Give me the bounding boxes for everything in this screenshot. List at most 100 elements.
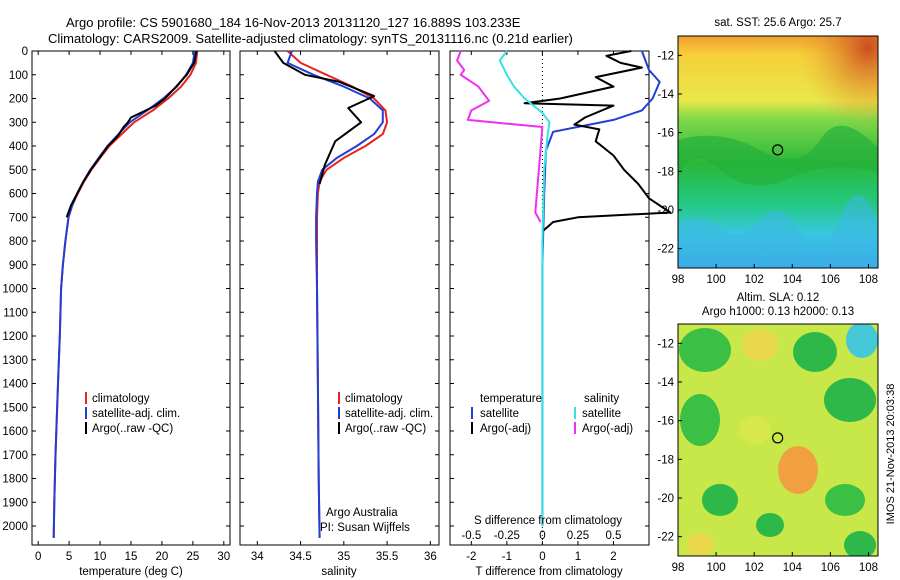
salinity-x-label: salinity bbox=[321, 566, 356, 578]
x-tick-label: -1 bbox=[502, 551, 512, 563]
sla-blob bbox=[846, 324, 878, 358]
map-x-tick-label: 100 bbox=[707, 562, 726, 574]
sla-blob bbox=[756, 513, 784, 537]
x-tick-label: 30 bbox=[217, 551, 230, 563]
header-line-1: Argo profile: CS 5901680_184 16-Nov-2013… bbox=[66, 15, 521, 30]
legend-swatch-satellite bbox=[338, 407, 340, 419]
legend-swatch-climatology bbox=[85, 392, 87, 404]
map-x-tick-label: 102 bbox=[745, 274, 764, 286]
y-tick-label: 1900 bbox=[2, 497, 28, 509]
y-tick-label: 1500 bbox=[2, 402, 28, 414]
sla-blob bbox=[702, 484, 738, 516]
y-tick-label: 300 bbox=[9, 117, 28, 129]
map-y-tick-label: -18 bbox=[657, 454, 674, 466]
top-tick-label: -0.25 bbox=[494, 530, 520, 542]
x-tick-label: 0 bbox=[35, 551, 41, 563]
legend-label-argo: Argo(..raw -QC) bbox=[345, 423, 426, 435]
map-x-tick-label: 106 bbox=[821, 274, 840, 286]
difference-legend: temperature satellite Argo(-adj) salinit… bbox=[471, 393, 633, 435]
map-y-tick-label: -22 bbox=[657, 532, 674, 544]
sla-blob bbox=[778, 446, 818, 494]
y-tick-label: 100 bbox=[9, 70, 28, 82]
top-tick-label: 0.25 bbox=[567, 530, 589, 542]
map-x-tick-label: 108 bbox=[859, 562, 878, 574]
legend-label-sal-satellite: satellite bbox=[582, 408, 621, 420]
x-tick-label: -2 bbox=[466, 551, 476, 563]
y-tick-label: 0 bbox=[22, 46, 28, 58]
y-tick-label: 1800 bbox=[2, 474, 28, 486]
map-x-tick-label: 104 bbox=[783, 274, 803, 286]
legend-label-satellite: satellite-adj. clim. bbox=[92, 408, 180, 420]
x-tick-label: 2 bbox=[610, 551, 616, 563]
sla-map-frame bbox=[677, 323, 879, 557]
series-line-argo-raw-qc- bbox=[273, 50, 376, 185]
y-tick-label: 700 bbox=[9, 212, 28, 224]
x-tick-label: 1 bbox=[575, 551, 581, 563]
header-line-2: Climatology: CARS2009. Satellite-adjuste… bbox=[48, 31, 573, 46]
legend-label-argo: Argo(..raw -QC) bbox=[92, 423, 173, 435]
y-tick-label: 1400 bbox=[2, 379, 28, 391]
sla-map-subtitle: Argo h1000: 0.13 h2000: 0.13 bbox=[702, 306, 854, 318]
salinity-legend: climatology satellite-adj. clim. Argo(..… bbox=[320, 392, 433, 534]
legend-swatch-temp-argo bbox=[471, 422, 473, 434]
x-tick-label: 34 bbox=[251, 551, 264, 563]
map-y-tick-label: -16 bbox=[657, 128, 674, 140]
legend-swatch-sal-argo bbox=[574, 422, 576, 434]
difference-panel-frame bbox=[449, 50, 650, 546]
x-tick-label: 34.5 bbox=[289, 551, 311, 563]
sst-map: sat. SST: 25.6 Argo: 25.7 98 100 102 104 106… bbox=[657, 17, 879, 286]
map-y-tick-label: -12 bbox=[657, 50, 674, 62]
legend-label-climatology: climatology bbox=[92, 393, 150, 405]
sla-blob bbox=[739, 416, 771, 444]
map-x-tick-label: 100 bbox=[707, 274, 726, 286]
x-tick-label: 5 bbox=[66, 551, 72, 563]
sla-blob bbox=[680, 394, 720, 446]
map-x-tick-label: 104 bbox=[783, 562, 803, 574]
map-x-tick-label: 98 bbox=[672, 562, 685, 574]
x-tick-label: 36 bbox=[424, 551, 437, 563]
series-line-temperature-argo-adj- bbox=[523, 50, 672, 233]
map-y-tick-label: -14 bbox=[657, 377, 674, 389]
temperature-legend: climatology satellite-adj. clim. Argo(..… bbox=[85, 392, 180, 435]
x-tick-label: 35 bbox=[337, 551, 350, 563]
x-tick-label: 25 bbox=[186, 551, 199, 563]
difference-top-axis-label: S difference from climatology bbox=[474, 515, 622, 527]
map-y-tick-label: -20 bbox=[657, 493, 674, 505]
legend-label-temp-satellite: satellite bbox=[480, 408, 519, 420]
y-tick-label: 1600 bbox=[2, 426, 28, 438]
map-y-tick-label: -12 bbox=[657, 338, 674, 350]
legend-heading-salinity: salinity bbox=[584, 393, 619, 405]
legend-heading-temperature: temperature bbox=[480, 393, 542, 405]
sst-map-title: sat. SST: 25.6 Argo: 25.7 bbox=[714, 17, 841, 29]
y-tick-label: 900 bbox=[9, 260, 28, 272]
series-line-salinity-argo-adj- bbox=[456, 50, 544, 223]
annotation-argo-australia: Argo Australia bbox=[326, 507, 398, 519]
y-tick-label: 200 bbox=[9, 94, 28, 106]
sla-blob bbox=[742, 329, 778, 361]
series-line-climatology bbox=[286, 50, 389, 538]
sst-band bbox=[678, 125, 878, 186]
map-x-tick-label: 108 bbox=[859, 274, 878, 286]
map-y-tick-label: -14 bbox=[657, 89, 674, 101]
y-tick-label: 1700 bbox=[2, 450, 28, 462]
y-tick-label: 1000 bbox=[2, 284, 28, 296]
legend-swatch-climatology bbox=[338, 392, 340, 404]
temperature-panel: 0100200300400500600700800900100011001200… bbox=[2, 46, 230, 563]
y-tick-label: 800 bbox=[9, 236, 28, 248]
y-tick-label: 1200 bbox=[2, 331, 28, 343]
legend-label-climatology: climatology bbox=[345, 393, 403, 405]
map-x-tick-label: 106 bbox=[821, 562, 840, 574]
legend-label-satellite: satellite-adj. clim. bbox=[345, 408, 433, 420]
difference-x-label: T difference from climatology bbox=[475, 566, 622, 578]
legend-swatch-argo bbox=[85, 422, 87, 434]
map-y-tick-label: -18 bbox=[657, 166, 674, 178]
x-tick-label: 20 bbox=[156, 551, 169, 563]
series-line-temperature-satellite bbox=[541, 50, 661, 526]
y-tick-label: 2000 bbox=[2, 521, 28, 533]
imos-timestamp: IMOS 21-Nov-2013 20:03:38 bbox=[885, 384, 897, 525]
profile-location-marker bbox=[772, 144, 784, 156]
profile-location-marker bbox=[772, 432, 784, 444]
top-tick-label: 0.5 bbox=[605, 530, 621, 542]
